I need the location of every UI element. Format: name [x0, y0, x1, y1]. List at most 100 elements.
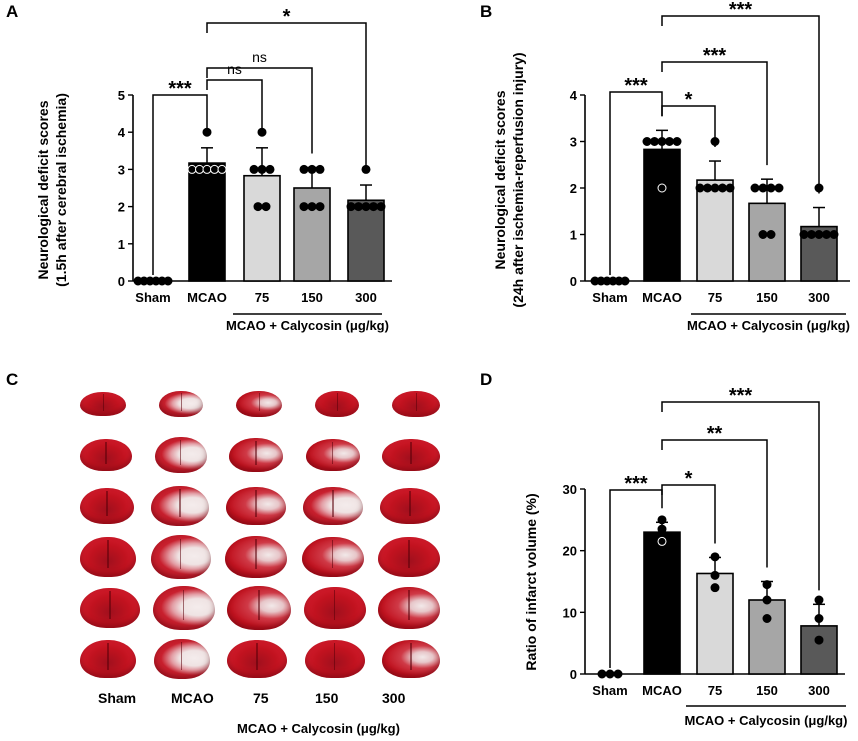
y-axis-label: Neurological deficit scores (1.5h after c… — [35, 93, 69, 287]
x-tick-label: Sham — [135, 290, 170, 305]
data-point — [672, 137, 682, 146]
group-caption: MCAO + Calycosin (μg/kg) — [685, 713, 848, 728]
brain-row — [80, 635, 440, 683]
data-point — [369, 202, 378, 212]
brain-slice-sham — [80, 488, 134, 524]
significance-bracket — [609, 91, 663, 275]
bar — [643, 148, 681, 282]
bar — [643, 531, 681, 675]
data-point — [725, 183, 735, 193]
y-tick-label: 5 — [118, 88, 125, 103]
panel-d-label: D — [480, 370, 493, 389]
x-tick-label: 300 — [808, 290, 830, 305]
data-point — [762, 614, 772, 623]
x-tick-label: Sham — [592, 683, 627, 698]
brain-slice-300 — [392, 391, 440, 417]
x-tick-label: 150 — [301, 290, 323, 305]
brain-slice-150 — [304, 640, 365, 678]
brain-slice-300 — [378, 587, 440, 629]
x-tick-label: 150 — [756, 683, 778, 698]
bar — [748, 599, 786, 675]
data-point — [354, 202, 363, 212]
y-tick-label: 20 — [563, 544, 577, 559]
y-tick-label: 3 — [118, 162, 125, 177]
data-point — [253, 202, 263, 212]
data-point — [657, 524, 667, 534]
bar — [748, 202, 786, 282]
y-tick-label: 3 — [570, 135, 577, 150]
significance-bracket — [609, 489, 663, 668]
significance-bracket — [661, 61, 768, 166]
significance-label: *** — [729, 385, 753, 407]
brain-slice-150 — [305, 439, 360, 471]
significance-label: *** — [168, 78, 192, 100]
data-point — [814, 595, 824, 605]
brain-slice-75 — [229, 438, 283, 472]
data-point — [758, 230, 768, 239]
panel-c-label: C — [6, 370, 19, 389]
data-point — [361, 202, 371, 212]
significance-bracket — [206, 22, 367, 172]
significance-bracket — [152, 94, 208, 275]
data-point — [657, 515, 667, 525]
data-point — [766, 183, 776, 193]
y-tick-label: 10 — [563, 605, 577, 620]
data-point — [307, 202, 317, 212]
group-caption: MCAO + Calycosin (μg/kg) — [687, 318, 850, 333]
y-axis-label-line: Neurological deficit scores — [35, 100, 51, 279]
data-point — [766, 230, 776, 239]
data-point — [642, 137, 652, 146]
data-point — [665, 137, 674, 146]
brain-slice-300 — [382, 640, 440, 678]
data-point — [257, 164, 267, 174]
data-point — [249, 164, 259, 174]
y-tick-label: 0 — [570, 667, 577, 682]
bar — [800, 625, 838, 675]
data-point — [762, 580, 772, 590]
bar — [347, 199, 385, 282]
brain-row — [80, 431, 440, 479]
data-point — [620, 276, 630, 286]
brain-slice-mcao — [152, 586, 215, 630]
data-point — [710, 570, 720, 580]
data-point — [799, 230, 809, 239]
x-tick-label: 75 — [708, 290, 722, 305]
x-tick-label: 75 — [255, 290, 269, 305]
data-point — [613, 669, 623, 679]
data-point — [774, 183, 784, 193]
y-axis-label-line: (24h after ischemia-reperfusion injury) — [510, 52, 526, 307]
brain-slice-300 — [382, 439, 440, 471]
y-tick-label: 0 — [570, 274, 577, 289]
brain-slice-150 — [303, 587, 366, 629]
data-point — [299, 164, 309, 174]
panel-c-col-label: 75 — [253, 690, 269, 706]
data-point — [703, 183, 712, 193]
data-point — [750, 183, 760, 193]
data-point — [758, 183, 768, 193]
data-point — [210, 164, 219, 174]
x-tick-label: 150 — [756, 290, 778, 305]
significance-label: * — [685, 89, 693, 111]
brain-slice-150 — [303, 487, 363, 525]
data-point — [822, 230, 831, 239]
data-point — [195, 164, 204, 174]
x-tick-label: MCAO — [187, 290, 227, 305]
data-point — [202, 164, 212, 174]
significance-label: *** — [624, 75, 648, 97]
brain-slice-75 — [227, 586, 291, 630]
data-point — [657, 536, 667, 546]
brain-slice-sham — [80, 537, 136, 577]
bar — [293, 187, 331, 282]
x-tick-label: MCAO — [642, 683, 682, 698]
chart-b: 0 1 2 3 4 Neurological deficit scores (24h aft… — [492, 0, 850, 333]
brain-slice-75 — [227, 640, 287, 678]
panel-b-label: B — [480, 2, 493, 21]
significance-label: * — [283, 6, 291, 28]
data-point — [650, 137, 659, 146]
significance-label: *** — [729, 0, 753, 21]
brain-slice-300 — [380, 488, 440, 524]
data-point — [265, 164, 275, 174]
brain-slice-75 — [236, 391, 282, 417]
data-point — [657, 137, 667, 146]
data-point — [307, 164, 317, 174]
